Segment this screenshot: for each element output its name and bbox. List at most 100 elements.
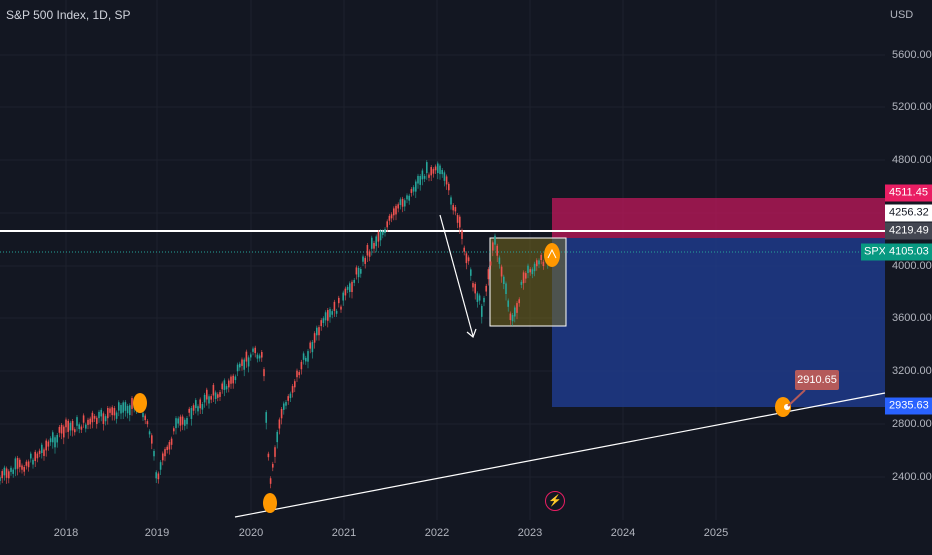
candle-body (511, 314, 514, 322)
candle-body (14, 458, 17, 470)
candle-body (197, 406, 199, 412)
marker-2023-current[interactable] (544, 243, 560, 267)
candle-body (102, 413, 105, 424)
candle-body (456, 215, 459, 223)
candle-body (300, 361, 303, 370)
candle-body (258, 355, 261, 359)
candle-body (448, 183, 450, 191)
candle-body (228, 380, 230, 388)
trend-line[interactable] (234, 392, 886, 518)
candle-body (452, 205, 454, 211)
down-arrow[interactable] (439, 214, 477, 339)
candle-body (377, 231, 380, 242)
candle-body (459, 216, 461, 228)
candle-body (465, 253, 468, 264)
candle-body (302, 353, 305, 360)
candle-body (340, 306, 342, 310)
x-tick: 2023 (517, 527, 543, 539)
candle-body (324, 312, 327, 321)
candle-body (41, 444, 43, 453)
candle-body (322, 318, 325, 324)
candle-body (60, 424, 63, 434)
candle-body (129, 405, 131, 416)
candle-body (355, 267, 358, 275)
candle-body (34, 451, 36, 462)
price-tag-current: 4105.03 (885, 243, 932, 261)
price-callout[interactable]: 2910.65 (795, 370, 839, 390)
candle-body (443, 172, 446, 181)
candle-body (146, 421, 149, 425)
candle-body (417, 175, 419, 184)
candle-body (349, 283, 351, 292)
candle-body (265, 412, 267, 423)
candle-body (8, 471, 10, 479)
candle-body (164, 449, 166, 457)
candle-body (267, 453, 270, 458)
candle-body (256, 354, 259, 359)
marker-2020-low[interactable] (263, 493, 277, 513)
candle-body (58, 426, 61, 433)
y-tick: 5600.00 (892, 49, 932, 61)
candle-body (283, 403, 285, 410)
candle-body (419, 176, 421, 185)
candle-body (514, 307, 516, 317)
candle-body (1, 471, 3, 479)
candle-body (98, 411, 100, 419)
candle-body (386, 221, 388, 228)
candle-body (49, 438, 52, 443)
x-tick: 2024 (610, 527, 636, 539)
currency-label[interactable]: USD (890, 9, 914, 21)
candle-body (331, 311, 333, 315)
candle-body (21, 465, 23, 470)
candle-body (342, 292, 344, 301)
candle-body (168, 442, 171, 450)
candle-body (305, 357, 307, 362)
candle-body (153, 450, 155, 457)
candle-body (201, 404, 204, 410)
y-tick: 2400.00 (892, 471, 932, 483)
candle-body (298, 372, 300, 376)
candle-body (107, 407, 109, 419)
candle-body (333, 301, 336, 311)
candle-body (489, 261, 492, 266)
lightning-icon[interactable]: ⚡ (545, 491, 565, 511)
candle-body (126, 405, 129, 414)
candle-body (263, 369, 265, 377)
candle-body (291, 386, 294, 393)
y-tick: 4800.00 (892, 154, 932, 166)
candle-body (450, 197, 452, 205)
candle-body (230, 376, 232, 384)
x-tick: 2025 (703, 527, 729, 539)
candle-body (294, 381, 296, 388)
candle-body (30, 453, 32, 459)
marker-2018-high[interactable] (133, 393, 147, 413)
candle-body (335, 310, 338, 314)
candle-body (212, 384, 215, 396)
candle-body (404, 200, 406, 207)
candle-body (245, 351, 248, 362)
candle-body (492, 242, 494, 251)
marker-target[interactable] (775, 397, 791, 417)
price-tag-stop: 4511.45 (885, 184, 932, 202)
candle-body (412, 187, 415, 192)
x-tick: 2019 (144, 527, 170, 539)
symbol-tag[interactable]: SPX (861, 243, 890, 261)
candle-body (470, 269, 472, 276)
candle-body (463, 247, 465, 252)
candle-body (124, 402, 127, 411)
candle-body (65, 419, 67, 428)
candle-body (432, 169, 435, 174)
candle-body (289, 393, 292, 399)
candle-body (217, 394, 219, 398)
candle-body (373, 242, 375, 249)
candle-body (76, 417, 78, 426)
candle-body (366, 244, 369, 256)
candle-body (520, 281, 523, 285)
candle-body (371, 237, 373, 249)
candle-body (476, 293, 479, 302)
candle-body (397, 204, 399, 209)
candle-body (206, 389, 208, 400)
candle-body (234, 376, 237, 381)
